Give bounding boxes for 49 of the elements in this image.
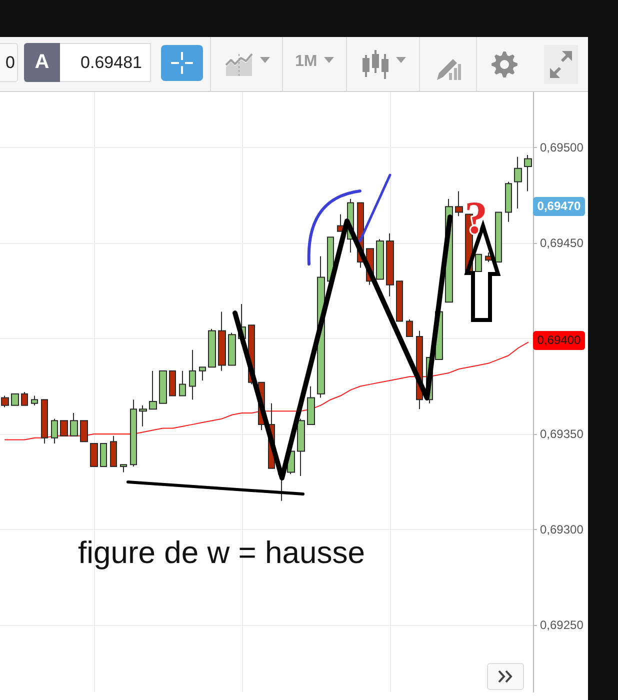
candlestick bbox=[495, 212, 502, 262]
candlestick bbox=[130, 399, 137, 467]
candlestick bbox=[475, 254, 482, 272]
candlestick bbox=[208, 328, 216, 368]
candlestick bbox=[120, 464, 127, 473]
candlestick bbox=[51, 418, 58, 444]
candlestick bbox=[505, 181, 512, 222]
candlestick bbox=[80, 420, 88, 442]
candlestick bbox=[60, 420, 68, 436]
price-tag: 0,69470 bbox=[533, 197, 585, 216]
candlestick bbox=[386, 232, 394, 297]
letter-badge: A bbox=[24, 43, 60, 82]
number-field: 0 bbox=[0, 43, 18, 82]
y-tick-label: 0,69500 bbox=[540, 140, 584, 154]
candlestick bbox=[514, 156, 522, 209]
number-field: 0.69481 bbox=[60, 43, 151, 82]
candlestick bbox=[169, 370, 176, 396]
y-tick-label: 0,69450 bbox=[540, 236, 584, 250]
text: 1M bbox=[295, 52, 318, 72]
candlestick bbox=[41, 399, 48, 444]
candlestick bbox=[1, 395, 9, 408]
candlestick bbox=[21, 391, 28, 406]
candlestick bbox=[139, 404, 147, 427]
candlestick bbox=[396, 280, 403, 322]
candlestick bbox=[149, 370, 157, 410]
y-tick-label: 0,69300 bbox=[540, 522, 584, 537]
line-series bbox=[4, 342, 529, 440]
candlestick bbox=[90, 443, 98, 467]
candlestick bbox=[159, 370, 167, 404]
candlestick bbox=[199, 366, 206, 381]
candlestick bbox=[406, 318, 413, 338]
candlestick bbox=[218, 311, 226, 372]
candlestick bbox=[100, 443, 107, 467]
candlestick bbox=[524, 154, 532, 192]
candlestick bbox=[31, 395, 38, 406]
candlestick bbox=[376, 238, 384, 280]
candlestick bbox=[228, 332, 236, 366]
candlestick bbox=[11, 393, 19, 406]
annotation: figure de w = hausse bbox=[78, 535, 365, 570]
candlestick bbox=[110, 435, 117, 467]
candlestick bbox=[455, 190, 463, 217]
candlestick bbox=[189, 349, 196, 400]
candlestick bbox=[70, 412, 78, 436]
candlestick bbox=[307, 386, 315, 425]
price-tag: 0,69400 bbox=[533, 331, 585, 350]
candlestick bbox=[179, 370, 186, 396]
y-tick-label: 0,69250 bbox=[540, 618, 584, 632]
candlestick bbox=[297, 418, 305, 477]
y-tick-label: 0,69350 bbox=[540, 427, 584, 441]
